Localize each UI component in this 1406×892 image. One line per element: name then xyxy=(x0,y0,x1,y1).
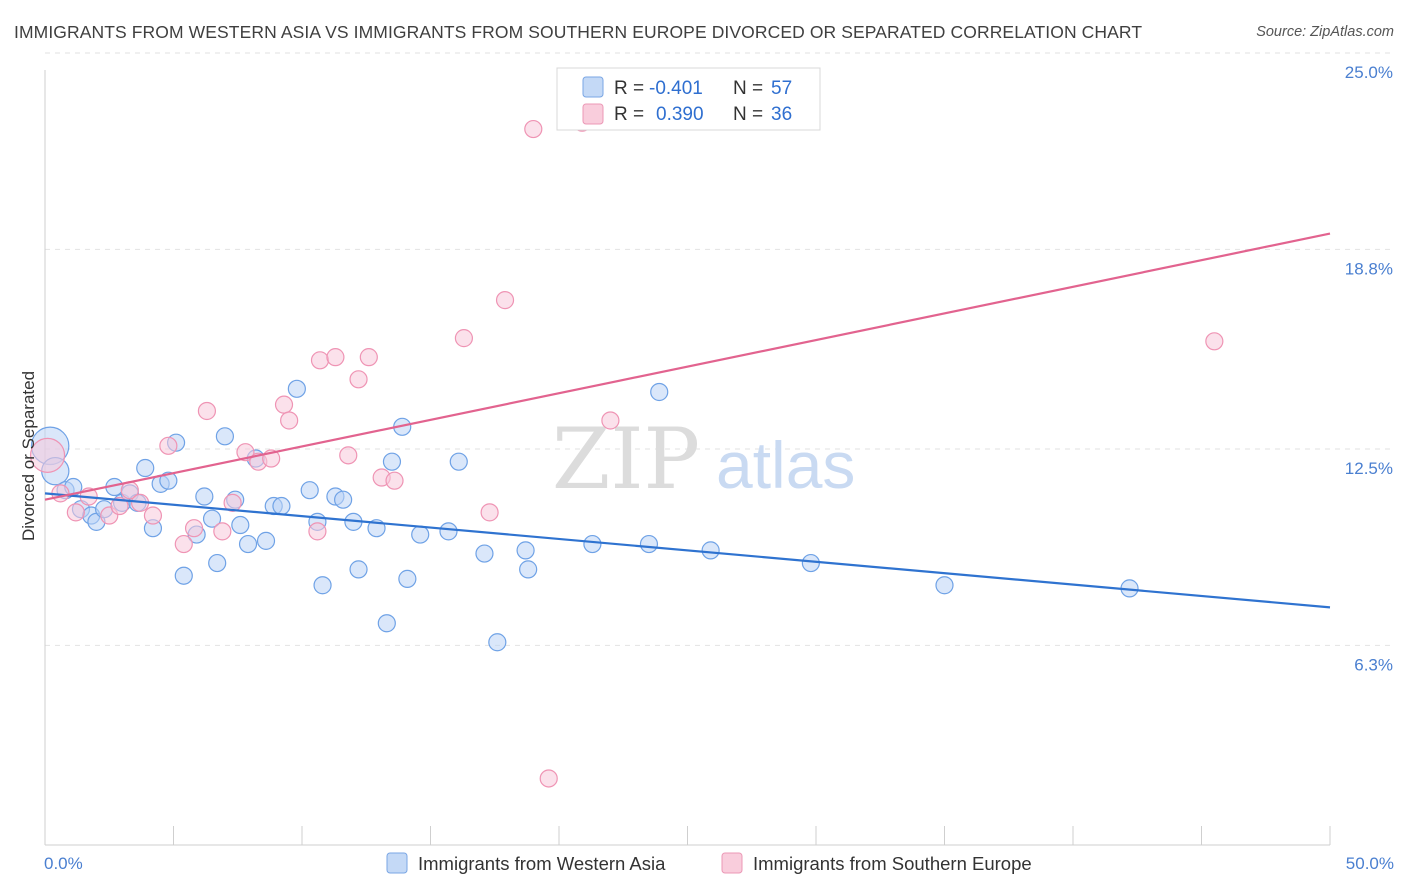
point-western-asia xyxy=(935,576,954,595)
point-southern-europe xyxy=(274,395,294,414)
point-western-asia xyxy=(701,541,720,560)
x-tick-label-min: 0.0% xyxy=(44,854,83,873)
point-western-asia xyxy=(411,525,430,544)
legend-n-label-blue: N = xyxy=(733,78,763,99)
y-tick-label: 12.5% xyxy=(1345,459,1393,478)
point-western-asia xyxy=(382,452,402,471)
point-western-asia xyxy=(159,471,178,490)
point-western-asia xyxy=(195,487,214,506)
point-western-asia xyxy=(516,541,535,560)
trend-lines xyxy=(44,232,1331,609)
bottom-legend-label-pink: Immigrants from Southern Europe xyxy=(753,853,1032,874)
bottom-legend-label-blue: Immigrants from Western Asia xyxy=(418,853,666,874)
point-southern-europe xyxy=(326,348,345,367)
point-western-asia xyxy=(439,522,458,541)
point-southern-europe xyxy=(29,437,66,473)
point-southern-europe xyxy=(539,769,558,788)
point-western-asia xyxy=(488,633,507,652)
bottom-legend: Immigrants from Western Asia Immigrants … xyxy=(386,852,1032,874)
legend-r-value-blue: -0.401 xyxy=(649,78,703,99)
legend-r-label-blue: R = xyxy=(614,78,644,99)
legend-swatch-pink xyxy=(582,103,604,125)
legend-n-value-pink: 36 xyxy=(771,104,792,125)
y-tick-label: 6.3% xyxy=(1354,655,1393,674)
bottom-legend-swatch-blue xyxy=(386,852,408,874)
trend-line-southern-europe xyxy=(44,232,1331,501)
point-western-asia xyxy=(231,515,250,535)
point-western-asia xyxy=(398,569,417,588)
series-southern-europe-points xyxy=(29,113,1224,788)
y-tick-label: 18.8% xyxy=(1345,259,1393,278)
point-western-asia xyxy=(202,509,222,528)
legend-n-value-blue: 57 xyxy=(771,78,792,99)
point-southern-europe xyxy=(184,519,204,538)
point-western-asia xyxy=(215,427,234,446)
point-western-asia xyxy=(238,534,258,554)
legend-swatch-blue xyxy=(582,76,604,98)
point-western-asia xyxy=(334,490,353,509)
x-tick-label-max: 50.0% xyxy=(1346,854,1394,873)
point-western-asia xyxy=(313,576,332,595)
legend: R = -0.401 N = 57 R = 0.390 N = 36 xyxy=(556,67,821,131)
point-southern-europe xyxy=(524,119,543,139)
point-southern-europe xyxy=(359,348,378,367)
point-southern-europe xyxy=(280,411,299,430)
point-southern-europe xyxy=(495,291,515,310)
y-tick-labels: 6.3% 12.5% 18.8% 25.0% xyxy=(1345,63,1393,674)
point-western-asia xyxy=(287,379,306,398)
point-southern-europe xyxy=(213,522,232,541)
point-western-asia xyxy=(377,614,396,633)
point-southern-europe xyxy=(349,370,368,389)
point-western-asia xyxy=(174,566,193,585)
x-tick-marks xyxy=(44,826,1331,845)
point-southern-europe xyxy=(339,446,358,465)
point-western-asia xyxy=(449,452,468,471)
point-western-asia xyxy=(256,531,276,550)
point-western-asia xyxy=(208,553,227,573)
chart-title: IMMIGRANTS FROM WESTERN ASIA VS IMMIGRAN… xyxy=(14,22,1143,42)
point-western-asia xyxy=(349,560,368,579)
point-southern-europe xyxy=(197,401,217,421)
point-southern-europe xyxy=(223,493,242,512)
point-western-asia xyxy=(583,534,602,554)
point-southern-europe xyxy=(454,329,474,348)
watermark-zip: ZIP xyxy=(552,410,700,508)
point-western-asia xyxy=(650,382,669,402)
point-western-asia xyxy=(639,534,659,554)
point-western-asia xyxy=(475,544,494,563)
legend-r-label-pink: R = xyxy=(614,104,644,125)
legend-r-value-pink: 0.390 xyxy=(656,104,704,125)
point-southern-europe xyxy=(66,503,85,522)
legend-n-label-pink: N = xyxy=(733,104,763,125)
watermark-atlas: atlas xyxy=(716,428,855,502)
point-western-asia xyxy=(801,553,820,573)
point-western-asia xyxy=(136,458,155,478)
grid xyxy=(45,52,1395,646)
point-southern-europe xyxy=(310,351,330,370)
point-southern-europe xyxy=(174,534,193,554)
point-western-asia xyxy=(519,560,538,579)
point-southern-europe xyxy=(385,471,404,490)
y-tick-label: 25.0% xyxy=(1345,63,1393,82)
trend-line-western-asia xyxy=(44,492,1331,609)
point-southern-europe xyxy=(308,522,327,541)
point-southern-europe xyxy=(143,506,163,525)
point-southern-europe xyxy=(1205,332,1224,351)
y-axis-label: Divorced or Separated xyxy=(19,371,38,541)
point-southern-europe xyxy=(110,496,129,516)
point-western-asia xyxy=(300,481,319,500)
point-western-asia xyxy=(272,496,291,516)
point-southern-europe xyxy=(159,436,178,455)
source-label: Source: ZipAtlas.com xyxy=(1256,24,1394,40)
point-southern-europe xyxy=(601,411,620,430)
point-southern-europe xyxy=(480,503,499,522)
bottom-legend-swatch-pink xyxy=(721,852,743,874)
